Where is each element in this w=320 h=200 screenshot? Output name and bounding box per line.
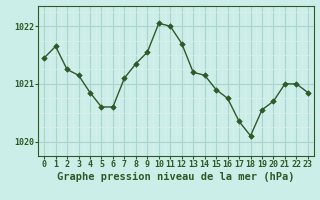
X-axis label: Graphe pression niveau de la mer (hPa): Graphe pression niveau de la mer (hPa) — [57, 172, 295, 182]
